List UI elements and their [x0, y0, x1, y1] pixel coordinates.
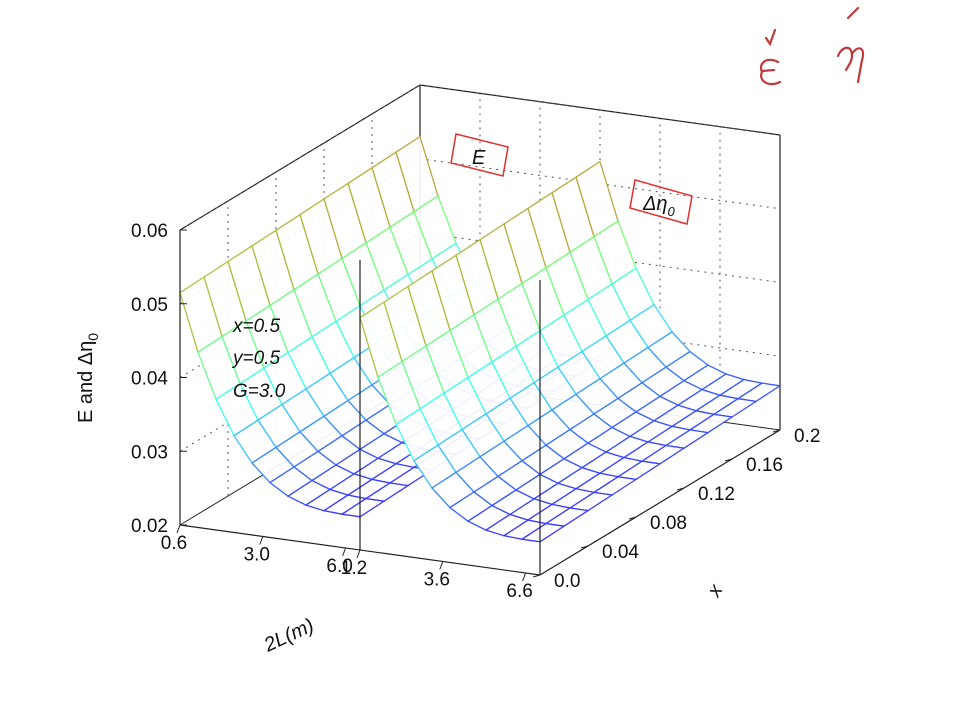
x-tick-mark	[772, 429, 781, 433]
surface-cell	[340, 497, 386, 518]
handwritten-marks	[759, 6, 865, 86]
x-tick-mark	[580, 545, 589, 549]
surface-cell	[520, 522, 566, 543]
x-tick-label: 0.04	[602, 542, 639, 563]
y-tick-label: 6.6	[506, 581, 532, 602]
y-tick-label: 0.6	[161, 533, 187, 554]
grid-line	[179, 84, 421, 231]
grid-line	[419, 305, 781, 357]
x-tick-mark	[676, 487, 685, 491]
x-tick-mark	[724, 458, 733, 462]
x-tick-mark	[532, 574, 541, 578]
z-axis-label: E and Δη0	[75, 333, 101, 423]
grid-line	[419, 158, 781, 210]
z-tick-label: 0.02	[131, 516, 168, 537]
z-tick-label: 0.04	[131, 369, 168, 390]
y-tick-mark	[259, 536, 264, 545]
x-axis-label: x	[703, 580, 728, 601]
x-tick-label: 0.0	[554, 571, 580, 592]
annotation-y: y=0.5	[231, 348, 280, 369]
y-tick-mark	[522, 572, 527, 582]
y-tick-mark	[176, 524, 181, 534]
legend-delta-eta-sub: 0	[668, 204, 676, 219]
x-tick-label: 0.16	[746, 455, 783, 476]
y-tick-label: 3.6	[424, 570, 450, 591]
legend-e: E	[450, 133, 509, 177]
z-tick-label: 0.06	[131, 221, 168, 242]
y-tick-mark	[439, 561, 444, 570]
x-tick-label: 0.2	[794, 426, 820, 447]
z-tick-label: 0.03	[131, 442, 168, 463]
surface-panel-delta-eta	[359, 160, 782, 543]
annotation-g: G=3.0	[233, 381, 286, 402]
y-tick-mark	[356, 549, 361, 559]
z-tick-label: 0.05	[131, 295, 168, 316]
legend-delta-eta-label: Δη0	[642, 193, 676, 219]
x-tick-label: 0.08	[650, 513, 687, 534]
y-tick-label: 6.0	[326, 556, 352, 577]
y-axis-label: 2L(m)	[260, 615, 318, 657]
frame-edge-right-bottom	[539, 429, 781, 576]
y-tick-label: 1.2	[341, 558, 367, 579]
x-tick-mark	[628, 516, 637, 520]
tick-labels: 0.02 0.03 0.04 0.05 0.06 0.0 0.04 0.08 0.12 0.16 0…	[131, 221, 820, 602]
y-tick-mark	[342, 547, 347, 557]
legend-delta-eta-main: Δη	[642, 193, 668, 215]
legend-e-label: E	[472, 147, 486, 169]
annotation-x: x=0.5	[232, 316, 280, 337]
y-tick-label: 3.0	[244, 545, 270, 566]
x-tick-label: 0.12	[698, 484, 735, 505]
legend-delta-eta: Δη0	[629, 179, 693, 225]
